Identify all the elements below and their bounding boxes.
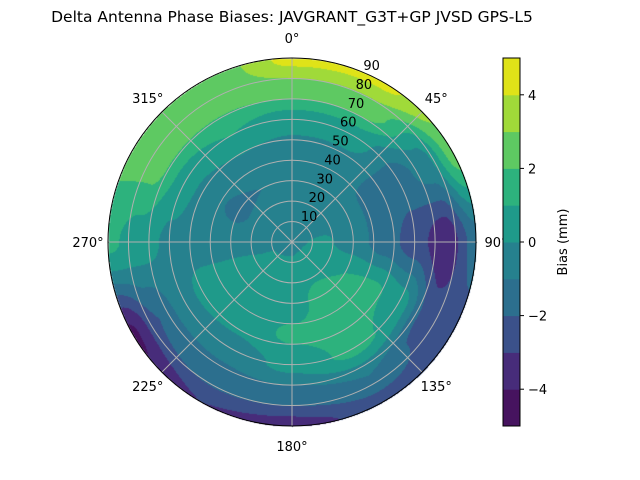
colorbar-bin bbox=[503, 131, 520, 169]
theta-tick-label: 225° bbox=[132, 380, 163, 395]
tick-labels: 0° 45° 90° 135° 180° 225° 270° 315° 10 20 30 40 50 60… bbox=[72, 32, 507, 455]
colorbar-tick-label: 4 bbox=[528, 89, 536, 104]
colorbar-bin bbox=[503, 389, 520, 427]
r-tick-label: 90 bbox=[363, 59, 380, 74]
colorbar-bin bbox=[503, 315, 520, 353]
colorbar-bin bbox=[503, 352, 520, 390]
colorbar: 4 2 0 −2 −4 bbox=[502, 57, 547, 427]
theta-tick-label: 0° bbox=[285, 32, 300, 47]
colorbar-bin bbox=[503, 58, 520, 96]
chart-title: Delta Antenna Phase Biases: JAVGRANT_G3T… bbox=[51, 8, 533, 26]
theta-gridline bbox=[161, 111, 293, 243]
theta-tick-label: 45° bbox=[425, 92, 448, 107]
polar-grid bbox=[107, 57, 477, 427]
colorbar-bin bbox=[503, 168, 520, 206]
r-tick-label: 50 bbox=[332, 135, 349, 150]
r-tick-label: 60 bbox=[340, 116, 357, 131]
theta-tick-label: 180° bbox=[276, 440, 307, 455]
colorbar-tick-label: 2 bbox=[528, 162, 536, 177]
colorbar-tick-label: −4 bbox=[528, 383, 547, 398]
theta-tick-label: 90° bbox=[484, 236, 507, 251]
colorbar-tick-label: 0 bbox=[528, 236, 536, 251]
r-tick-label: 20 bbox=[309, 191, 326, 206]
polar-frame bbox=[107, 57, 477, 427]
r-tick-label: 40 bbox=[324, 153, 341, 168]
r-tick-label: 10 bbox=[301, 210, 318, 225]
theta-tick-label: 135° bbox=[421, 380, 452, 395]
theta-gridline bbox=[291, 241, 423, 373]
theta-tick-label: 270° bbox=[72, 236, 103, 251]
theta-tick-label: 315° bbox=[132, 92, 163, 107]
colorbar-bin bbox=[503, 278, 520, 317]
colorbar-bin bbox=[503, 94, 520, 133]
colorbar-label: Bias (mm) bbox=[556, 209, 571, 276]
colorbar-bin bbox=[503, 242, 520, 280]
r-tick-label: 80 bbox=[356, 78, 373, 93]
colorbar-tick-label: −2 bbox=[528, 310, 547, 325]
colorbar-bin bbox=[503, 205, 520, 243]
r-tick-label: 30 bbox=[316, 172, 333, 187]
theta-gridline bbox=[291, 111, 423, 243]
r-tick-label: 70 bbox=[348, 97, 365, 112]
theta-gridline bbox=[161, 241, 293, 373]
